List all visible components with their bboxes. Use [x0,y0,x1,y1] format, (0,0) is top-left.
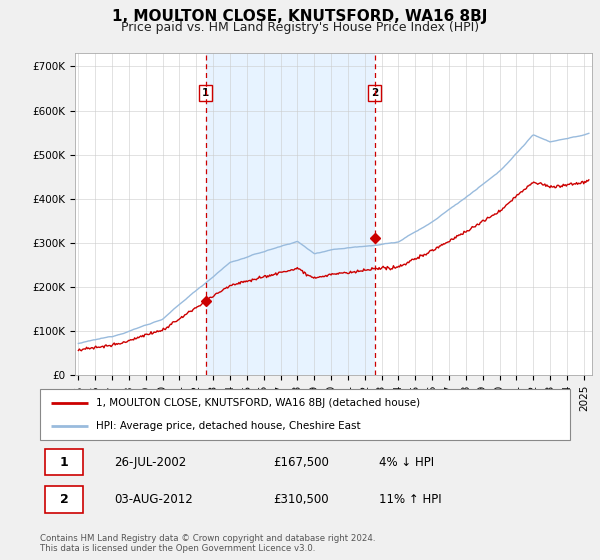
Text: 2: 2 [59,493,68,506]
Text: 1, MOULTON CLOSE, KNUTSFORD, WA16 8BJ (detached house): 1, MOULTON CLOSE, KNUTSFORD, WA16 8BJ (d… [96,398,420,408]
Bar [206,53,375,375]
FancyBboxPatch shape [40,389,570,440]
Text: 4% ↓ HPI: 4% ↓ HPI [379,456,434,469]
Text: 1: 1 [202,88,209,98]
FancyBboxPatch shape [46,487,83,513]
Text: £310,500: £310,500 [274,493,329,506]
Text: 03-AUG-2012: 03-AUG-2012 [115,493,193,506]
FancyBboxPatch shape [46,449,83,475]
Text: 1, MOULTON CLOSE, KNUTSFORD, WA16 8BJ: 1, MOULTON CLOSE, KNUTSFORD, WA16 8BJ [112,9,488,24]
Text: Contains HM Land Registry data © Crown copyright and database right 2024.
This d: Contains HM Land Registry data © Crown c… [40,534,376,553]
Text: 1: 1 [59,456,68,469]
Text: 11% ↑ HPI: 11% ↑ HPI [379,493,442,506]
Text: 2: 2 [371,88,379,98]
Text: HPI: Average price, detached house, Cheshire East: HPI: Average price, detached house, Ches… [96,421,361,431]
Text: Price paid vs. HM Land Registry's House Price Index (HPI): Price paid vs. HM Land Registry's House … [121,21,479,34]
Text: £167,500: £167,500 [274,456,329,469]
Text: 26-JUL-2002: 26-JUL-2002 [115,456,187,469]
